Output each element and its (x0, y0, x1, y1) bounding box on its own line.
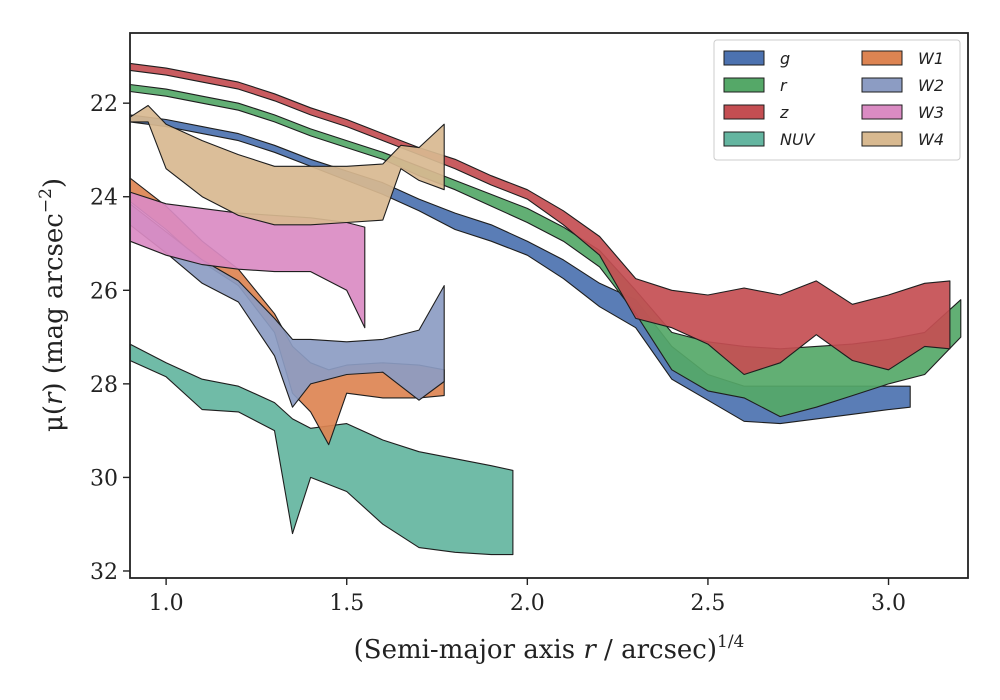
band-nuv (129, 343, 514, 556)
legend-swatch-g (723, 50, 765, 66)
y-tick-label: 32 (90, 560, 118, 585)
legend-swatch-w2 (861, 77, 903, 93)
band-w2 (129, 203, 445, 408)
x-tick-label: 1.0 (149, 591, 184, 616)
legend: grz NUV W1 W2 W3 W4 (713, 39, 961, 161)
band-w3 (129, 191, 366, 329)
x-tick-label: 1.5 (329, 591, 364, 616)
legend-label-w3: W3 (918, 103, 944, 122)
x-tick-label: 2.5 (690, 591, 725, 616)
x-axis-title: (Semi-major axis r / arcsec)1/4 (354, 632, 745, 665)
legend-swatch-w1 (861, 50, 903, 66)
y-tick-label: 30 (90, 466, 118, 491)
y-axis-title: μ(r) (mag arcsec−2) (36, 178, 69, 432)
y-tick-label: 26 (90, 279, 118, 304)
legend-label-w2: W2 (918, 76, 944, 95)
legend-swatch-w3 (861, 104, 903, 120)
legend-label-g: g (780, 49, 790, 68)
legend-label-r: r (780, 76, 788, 95)
x-tick-label: 3.0 (871, 591, 906, 616)
y-tick-label: 22 (90, 92, 118, 117)
legend-swatch-r (723, 77, 765, 93)
y-tick-label: 24 (90, 186, 118, 211)
y-tick-label: 28 (90, 373, 118, 398)
legend-label-w4: W4 (918, 130, 944, 149)
legend-swatch-w4 (861, 131, 903, 147)
plot-frame (129, 32, 969, 579)
x-axis: 1.0 1.5 2.0 2.5 3.0 (149, 578, 906, 616)
legend-label-z: z (779, 103, 789, 122)
legend-box (713, 39, 961, 161)
legend-label-w1: W1 (918, 49, 944, 68)
x-tick-label: 2.0 (510, 591, 545, 616)
band-w4 (129, 104, 445, 226)
series-bands (129, 62, 962, 556)
legend-label-nuv: NUV (780, 130, 816, 149)
legend-swatch-nuv (723, 131, 765, 147)
legend-swatch-z (723, 104, 765, 120)
y-axis: 22 24 26 28 30 32 (90, 92, 130, 585)
